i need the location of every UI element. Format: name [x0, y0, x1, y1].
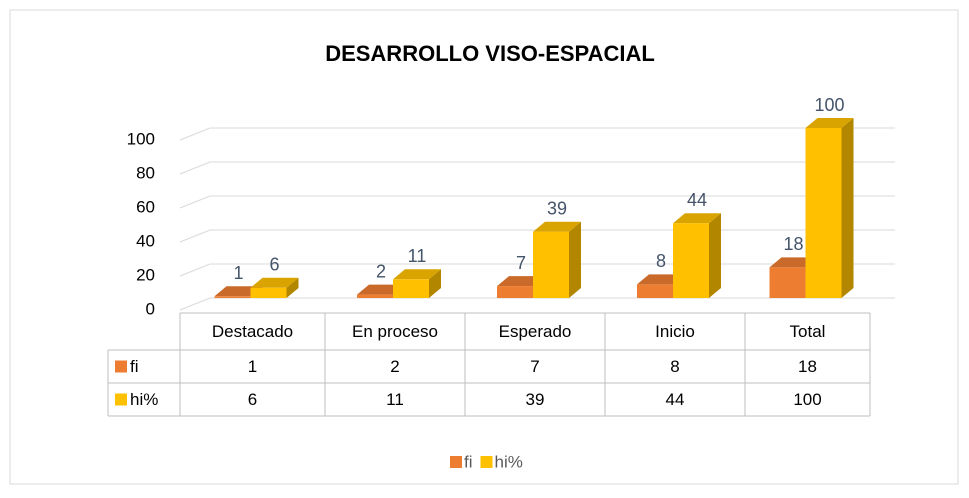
bar-top — [673, 213, 721, 224]
table-header: Esperado — [499, 322, 572, 341]
legend-label: fi — [464, 452, 473, 471]
bar-front — [357, 294, 393, 298]
y-tick-label: 100 — [127, 129, 155, 148]
bar-top — [805, 118, 854, 128]
chart-border — [9, 9, 959, 485]
grid-line — [179, 127, 895, 141]
table-cell: 6 — [248, 390, 257, 409]
y-tick-label: 60 — [136, 197, 155, 216]
table-row-label: hi% — [130, 390, 158, 409]
data-label: 100 — [814, 95, 844, 115]
table-cell: 2 — [390, 357, 399, 376]
table-cell: 7 — [530, 357, 539, 376]
bar-front — [214, 296, 251, 298]
table-cell: 39 — [526, 390, 545, 409]
table-header: En proceso — [352, 322, 438, 341]
data-label: 1 — [233, 263, 243, 283]
grid-line — [179, 263, 895, 277]
bar — [393, 269, 441, 298]
bar — [673, 213, 721, 298]
table-cell: 8 — [670, 357, 679, 376]
data-label: 6 — [269, 255, 279, 275]
y-tick-label: 40 — [136, 231, 155, 250]
table-cell: 11 — [386, 390, 404, 409]
bar-side — [709, 213, 721, 298]
bar — [250, 277, 299, 298]
bar-front — [497, 286, 533, 298]
y-tick-label: 0 — [146, 299, 155, 318]
bar-side — [286, 277, 299, 298]
bar-front — [393, 279, 429, 298]
table-cell: 100 — [793, 390, 821, 409]
table-cell: 1 — [248, 357, 257, 376]
bar-front — [805, 128, 842, 298]
legend-key — [115, 393, 127, 406]
legend-key — [115, 360, 127, 373]
bar-front — [637, 284, 673, 298]
legend-key — [480, 456, 493, 468]
data-label: 8 — [656, 251, 666, 271]
y-tick-label: 80 — [136, 163, 155, 182]
bar-side — [429, 269, 441, 298]
legend-key — [450, 456, 462, 468]
table-header: Total — [790, 322, 826, 341]
table-header: Inicio — [655, 322, 695, 341]
bar-top — [393, 269, 441, 280]
y-tick-label: 20 — [136, 265, 155, 284]
bar — [805, 118, 854, 298]
bar-front — [533, 231, 569, 298]
chart-title: DESARROLLO VISO-ESPACIAL — [325, 41, 655, 66]
bar-front — [673, 223, 709, 298]
data-label: 11 — [408, 246, 427, 266]
table-cell: 18 — [798, 357, 817, 376]
data-label: 2 — [376, 261, 386, 281]
data-label: 7 — [516, 253, 526, 273]
bar-top — [250, 277, 299, 288]
table-row-label: fi — [130, 357, 139, 376]
data-label: 39 — [547, 198, 567, 218]
table-header: Destacado — [212, 322, 293, 341]
legend-label: hi% — [495, 452, 523, 471]
bar-side — [841, 118, 854, 298]
grid-line — [179, 229, 895, 243]
bar-top — [533, 221, 581, 232]
grid-line — [179, 195, 895, 209]
table-cell: 44 — [666, 390, 685, 409]
bar-side — [569, 221, 581, 298]
bar — [533, 221, 581, 298]
data-label: 44 — [687, 190, 707, 210]
data-label: 18 — [783, 234, 803, 254]
bar-front — [769, 267, 806, 298]
bar-front — [250, 287, 287, 298]
grid-line — [179, 161, 895, 175]
